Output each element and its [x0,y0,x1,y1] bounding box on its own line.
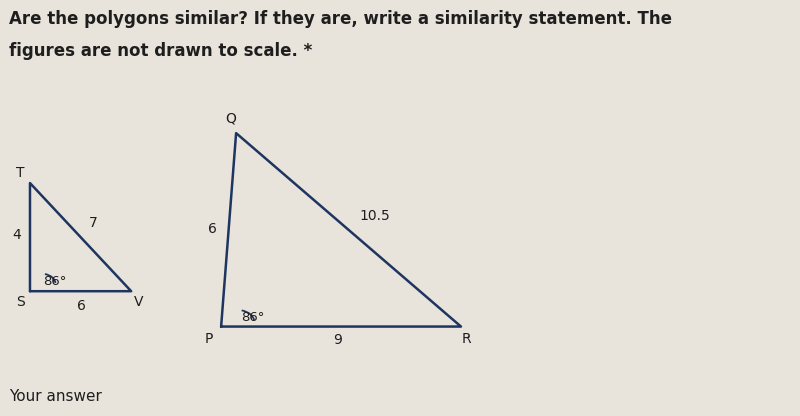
Text: 4: 4 [12,228,21,242]
Text: 7: 7 [90,215,98,230]
Text: S: S [17,295,26,309]
Text: V: V [134,295,143,309]
Text: Are the polygons similar? If they are, write a similarity statement. The: Are the polygons similar? If they are, w… [9,10,672,28]
Text: 86°: 86° [242,311,265,324]
Text: figures are not drawn to scale. *: figures are not drawn to scale. * [9,42,312,59]
Text: 6: 6 [77,299,86,313]
Text: 86°: 86° [43,275,67,288]
Text: 9: 9 [333,333,342,347]
Text: Q: Q [226,111,236,126]
Text: T: T [16,166,25,180]
Text: R: R [462,332,471,346]
Text: Your answer: Your answer [9,389,102,404]
Text: 10.5: 10.5 [359,209,390,223]
Text: 6: 6 [208,222,217,236]
Text: P: P [204,332,213,346]
